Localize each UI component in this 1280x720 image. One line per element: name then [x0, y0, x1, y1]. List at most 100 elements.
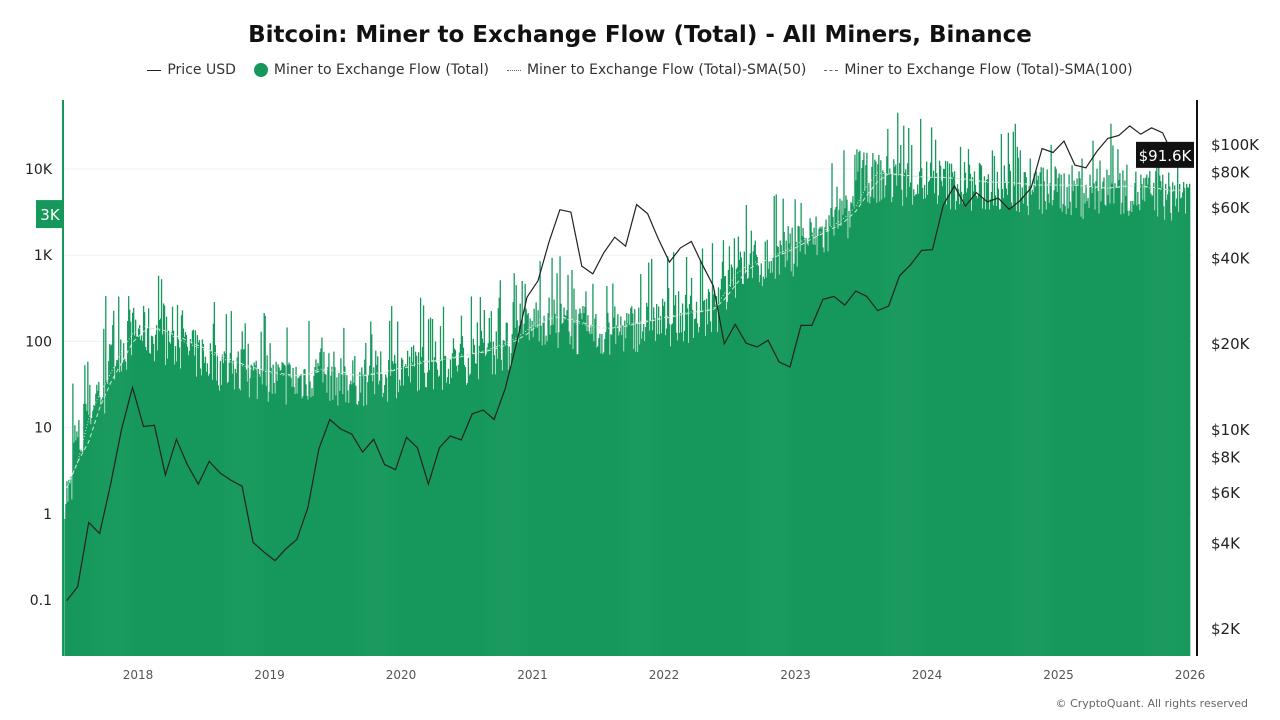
flow-bar — [807, 245, 809, 657]
flow-bar — [375, 350, 377, 656]
flow-bar — [396, 398, 398, 656]
flow-bar — [370, 321, 372, 656]
flow-bar — [170, 332, 173, 656]
flow-bar — [1031, 189, 1033, 656]
flow-bar — [444, 355, 447, 656]
flow-bar — [1141, 183, 1143, 657]
flow-bar — [499, 280, 501, 656]
flow-bar — [373, 367, 375, 656]
flow-bar — [253, 362, 255, 656]
flow-bar — [867, 202, 869, 657]
flow-bar — [311, 388, 313, 656]
legend-item-flow[interactable]: Miner to Exchange Flow (Total) — [253, 62, 489, 78]
flow-bar — [612, 283, 614, 656]
flow-bar — [843, 150, 845, 656]
flow-bar — [962, 193, 965, 656]
flow-bar — [569, 344, 571, 656]
flow-bar — [589, 334, 591, 656]
flow-bar — [237, 351, 239, 656]
flow-bar — [725, 309, 728, 656]
flow-bar — [1103, 177, 1105, 656]
flow-bar — [407, 376, 410, 656]
flow-bar — [287, 364, 289, 656]
flow-bar — [1183, 182, 1185, 656]
flow-bar — [462, 347, 465, 656]
flow-bar — [64, 518, 66, 656]
flow-bar — [972, 191, 975, 656]
flow-bar — [450, 377, 453, 656]
flow-bar — [626, 313, 628, 656]
flow-bar — [496, 358, 498, 656]
flow-bar — [799, 251, 801, 656]
flow-bar — [555, 332, 557, 656]
flow-bar — [182, 328, 185, 656]
flow-bar — [635, 351, 637, 656]
flow-bar — [588, 331, 590, 656]
flow-bar — [435, 362, 438, 656]
flow-bar — [1106, 169, 1108, 657]
flow-bar — [1042, 167, 1044, 656]
flow-bar — [178, 347, 181, 656]
flow-bar — [231, 373, 233, 656]
flow-bar — [92, 410, 94, 656]
flow-bar — [887, 128, 889, 656]
flow-bar — [754, 240, 756, 656]
flow-bar — [695, 301, 698, 656]
flow-bar — [196, 335, 199, 656]
flow-bar — [1013, 185, 1015, 657]
flow-bar — [847, 238, 849, 656]
flow-bar — [922, 187, 924, 656]
flow-bar — [827, 251, 829, 656]
legend-item-sma100[interactable]: Miner to Exchange Flow (Total)-SMA(100) — [824, 62, 1133, 78]
flow-bar — [1153, 182, 1155, 656]
flow-bar — [1180, 198, 1182, 656]
flow-bar — [101, 399, 103, 656]
flow-bar — [868, 183, 870, 657]
flow-bar — [1091, 193, 1093, 657]
flow-bar — [366, 404, 368, 656]
legend-item-sma50[interactable]: Miner to Exchange Flow (Total)-SMA(50) — [506, 62, 806, 78]
flow-bar — [655, 341, 657, 656]
flow-bar — [833, 235, 835, 656]
flow-bar — [763, 279, 765, 656]
flow-bar — [507, 369, 509, 656]
flow-bar — [577, 354, 579, 656]
flow-bar — [653, 307, 655, 656]
flow-bar — [761, 286, 763, 656]
flow-bar — [613, 317, 615, 656]
flow-bar — [1159, 175, 1161, 657]
flow-bar — [336, 377, 338, 656]
flow-bar — [899, 162, 901, 656]
flow-bar — [715, 296, 718, 656]
flow-bar — [522, 334, 524, 656]
flow-bar — [649, 330, 651, 656]
flow-bar — [410, 347, 413, 656]
flow-bar — [284, 365, 286, 656]
flow-bar — [607, 312, 609, 656]
flow-bar — [888, 173, 890, 656]
flow-bar — [722, 240, 725, 657]
flow-bar — [666, 256, 669, 656]
flow-bar — [346, 374, 348, 656]
flow-bar — [644, 341, 646, 656]
flow-bar — [1033, 173, 1035, 656]
flow-bar — [468, 375, 471, 656]
flow-bar — [967, 149, 970, 656]
flow-bar — [473, 344, 476, 656]
flow-bar — [405, 366, 408, 656]
flow-bar — [650, 320, 652, 656]
flow-bar — [538, 341, 540, 656]
flow-bar — [343, 327, 345, 656]
legend-item-price[interactable]: Price USD — [147, 62, 236, 78]
flow-bar — [879, 201, 881, 657]
flow-bar — [387, 401, 389, 656]
flow-bar — [133, 307, 135, 656]
flow-bar — [480, 330, 482, 656]
flow-bar — [993, 155, 996, 656]
flow-bar — [376, 365, 378, 656]
flow-bar — [560, 303, 562, 656]
flow-bar — [76, 431, 78, 656]
flow-bar — [164, 365, 167, 656]
flow-bar — [415, 355, 418, 656]
flow-bar — [544, 344, 546, 656]
